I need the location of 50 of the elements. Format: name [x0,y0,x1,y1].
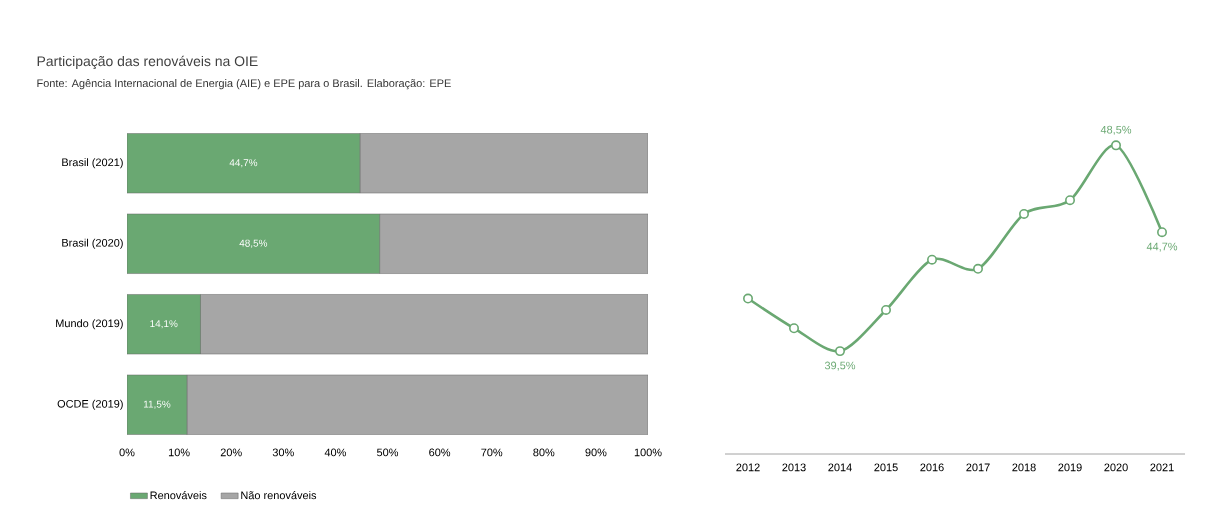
x-tick-label: 2014 [828,463,852,472]
y-tick-label: Brasil (2021) [62,158,123,169]
chart-title: Participação das renováveis na OIE [37,55,258,69]
x-tick-label: 2017 [966,463,990,472]
point [881,304,891,315]
x-tick-label: 2016 [920,463,944,472]
x-tick-label: 100% [634,448,662,457]
data-label: 11,5% [143,400,171,409]
data-label: 44,7% [1146,242,1178,252]
point [789,323,799,334]
x-tick-label: 10% [168,448,190,457]
x-tick-label: 2018 [1012,463,1036,472]
data-label: 39,5% [824,361,856,371]
point [927,254,937,265]
data-label: 44,7% [229,159,258,168]
point [1019,208,1029,219]
point [1157,227,1167,238]
y-tick-label: Mundo (2019) [56,319,123,330]
y-tick-label: OCDE (2019) [57,399,123,410]
point [743,293,753,304]
bar [127,374,188,435]
y-tick-label: Brasil (2020) [62,238,123,249]
x-tick-label: 2021 [1150,463,1174,472]
point [835,346,845,357]
data-label: 48,5% [239,239,268,248]
x-tick-label: 40% [324,448,346,457]
x-tick-label: 2015 [874,463,898,472]
legend-label: Renováveis [150,491,207,500]
point [973,263,983,274]
x-tick-label: 70% [481,448,503,457]
chart-subtitle: Fonte: Agência Internacional de Energia (AIE) e EPE para o Brasil. Elaboração: EPE [37,79,451,90]
x-tick-label: 0% [119,448,135,457]
data-label: 48,5% [1100,125,1132,135]
legend-label: Não renováveis [241,491,317,500]
x-tick-label: 20% [220,448,242,457]
x-tick-label: 80% [533,448,555,457]
x-tick-label: 2012 [736,463,760,472]
bar [127,294,201,355]
point [1065,195,1075,206]
bar [127,213,380,274]
x-tick-label: 90% [585,448,607,457]
x-tick-label: 50% [376,448,399,457]
x-tick-label: 30% [272,448,294,457]
point [1111,140,1121,151]
x-tick-label: 2020 [1104,463,1128,472]
x-tick-label: 2019 [1058,463,1082,472]
data-label: 14,1% [150,320,178,329]
x-tick-label: 2013 [782,463,806,472]
bar [127,133,361,194]
x-tick-label: 60% [429,448,451,457]
